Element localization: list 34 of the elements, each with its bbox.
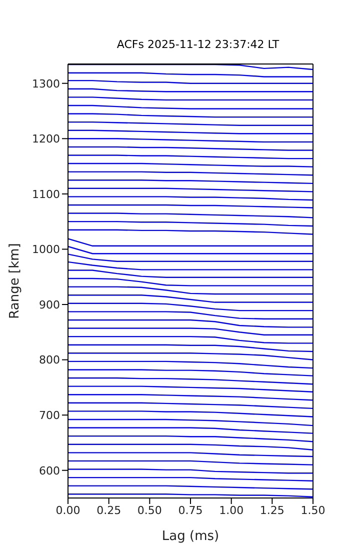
- line-series: [68, 328, 313, 336]
- x-tick-label: 0.00: [56, 504, 80, 517]
- line-series: [68, 261, 313, 270]
- y-tick-label: 1200: [32, 132, 60, 146]
- y-tick-label: 700: [39, 408, 60, 422]
- line-series: [68, 369, 313, 376]
- line-series: [68, 278, 313, 286]
- line-series: [68, 377, 313, 385]
- x-tick-label: 0.75: [178, 504, 203, 517]
- y-tick-label: 900: [39, 298, 60, 312]
- y-tick-label: 800: [39, 354, 60, 367]
- line-series: [68, 319, 313, 328]
- chart-title: ACFs 2025-11-12 23:37:42 LT: [116, 37, 280, 53]
- y-tick-label: 600: [39, 464, 60, 478]
- y-tick-label: 1300: [32, 77, 60, 90]
- x-tick-label: 0.50: [137, 504, 162, 517]
- x-tick-label: 1.00: [219, 504, 244, 517]
- line-series: [68, 418, 313, 426]
- x-tick-label: 1.25: [260, 504, 284, 517]
- line-series: [68, 270, 313, 278]
- line-series: [68, 286, 313, 295]
- line-series: [68, 302, 313, 312]
- x-tick-label: 1.50: [300, 504, 326, 517]
- y-tick-label: 1100: [32, 188, 60, 201]
- y-axis-title: Range [km]: [8, 243, 23, 319]
- line-series: [68, 311, 313, 320]
- line-series: [68, 352, 313, 360]
- x-tick-label: 0.25: [96, 504, 122, 517]
- line-series: [68, 360, 313, 369]
- line-series: [68, 344, 313, 352]
- y-tick-label: 1000: [32, 243, 60, 256]
- line-series: [68, 336, 313, 344]
- line-series: [68, 294, 313, 303]
- x-axis-title: Lag (ms): [162, 529, 220, 544]
